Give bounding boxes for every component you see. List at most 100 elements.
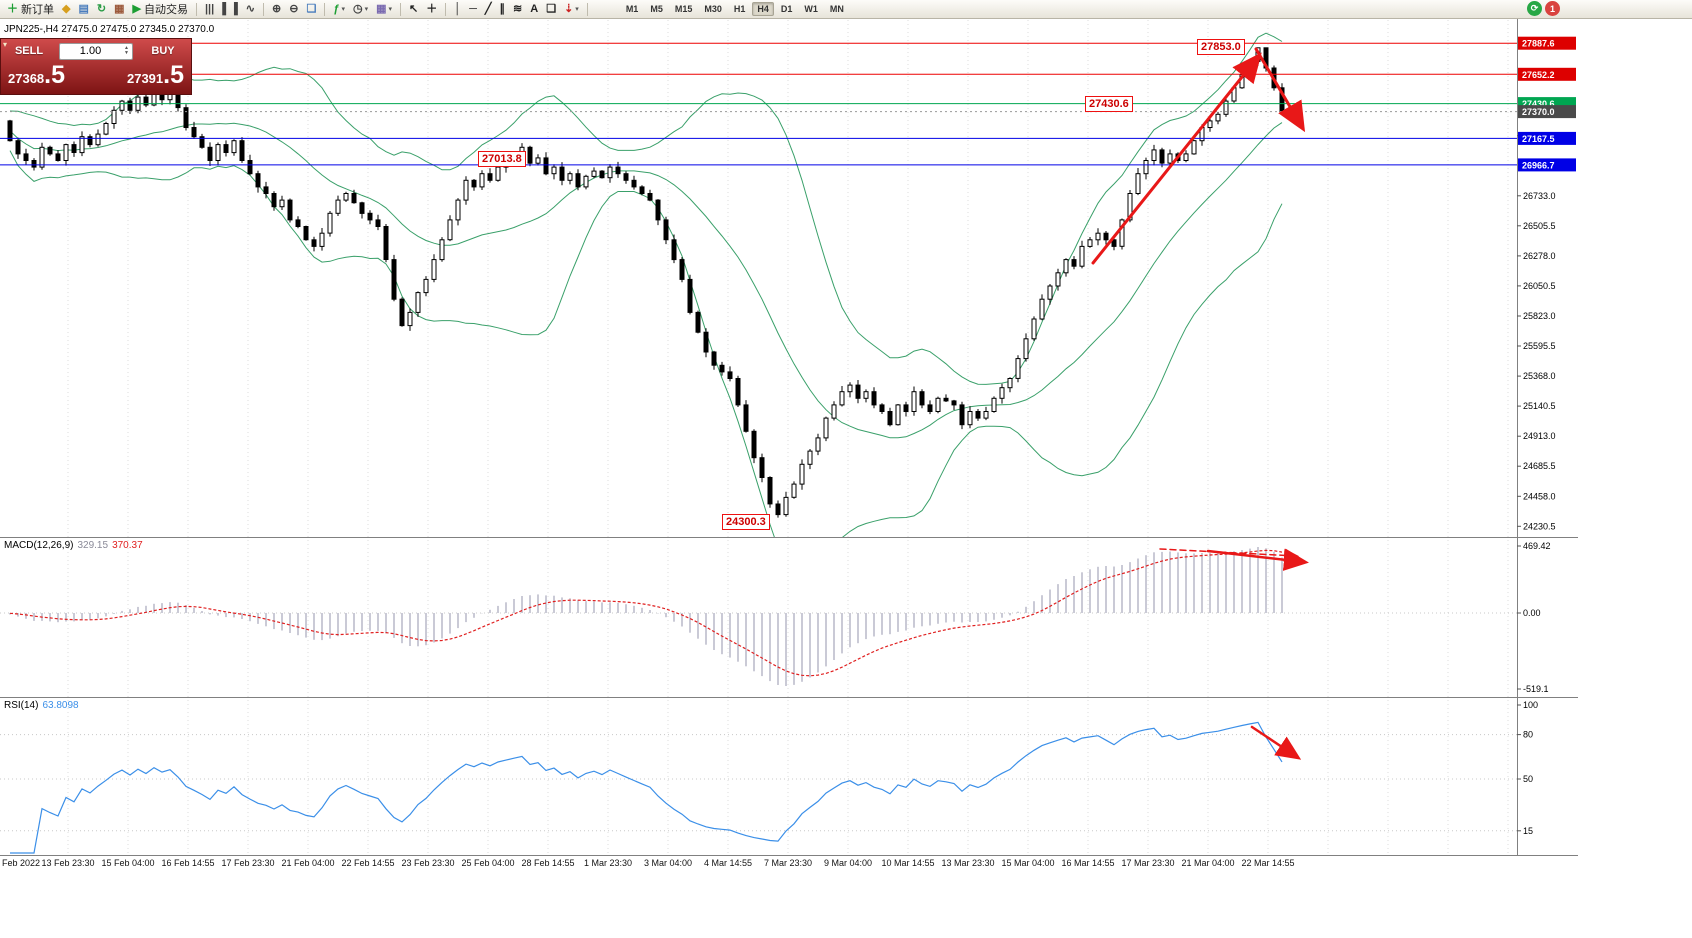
panel-separators bbox=[0, 19, 1578, 856]
arrows-icon[interactable]: ⇣ ▾ bbox=[561, 1, 582, 17]
svg-text:15: 15 bbox=[1523, 826, 1533, 836]
periods-icon[interactable]: ◷ ▾ bbox=[350, 1, 371, 17]
svg-text:24230.5: 24230.5 bbox=[1523, 521, 1556, 531]
toolbar: ＋新订单 ◆ ▤ ↻ ▦ ▶ 自动交易 ||| ▌▐ ∿ ⊕ ⊖ ❏ ƒ ▾ ◷ ▾ ▦ ▾ ↖ ＋ │ ─ ╱ ∥ ≋ A ❑ ⇣ ▾ M… bbox=[0, 0, 1692, 19]
svg-text:27430.6: 27430.6 bbox=[1522, 99, 1555, 109]
svg-text:24685.5: 24685.5 bbox=[1523, 461, 1556, 471]
candlestick-chart-icon[interactable]: ▌▐ bbox=[219, 1, 241, 17]
svg-text:27167.5: 27167.5 bbox=[1522, 134, 1555, 144]
svg-text:22 Mar 14:55: 22 Mar 14:55 bbox=[1241, 858, 1294, 868]
chevron-down-icon[interactable]: ▾ bbox=[575, 6, 579, 13]
community-status-icon[interactable]: ⟳ bbox=[1527, 1, 1542, 16]
timeframe-bar: M1 M5 M15 M30 H1 H4 D1 W1 MN bbox=[620, 2, 850, 16]
indicators-icon[interactable]: ƒ ▾ bbox=[330, 1, 348, 17]
svg-text:26050.5: 26050.5 bbox=[1523, 281, 1556, 291]
svg-text:9 Mar 04:00: 9 Mar 04:00 bbox=[824, 858, 872, 868]
timeframe-m5[interactable]: M5 bbox=[650, 4, 663, 14]
vertical-line-icon[interactable]: │ bbox=[451, 1, 464, 17]
rsi-label: RSI(14) 63.8098 bbox=[4, 700, 79, 711]
timeframe-h4[interactable]: H4 bbox=[752, 2, 774, 16]
chevron-down-icon[interactable]: ▾ bbox=[341, 6, 345, 13]
notifications-icon[interactable]: 1 bbox=[1545, 1, 1560, 16]
price-annotation[interactable]: 27853.0 bbox=[1197, 39, 1245, 55]
volume-input[interactable]: 1.00 ▲ ▼ bbox=[59, 42, 133, 60]
channel-icon: ∥ bbox=[499, 3, 506, 15]
svg-text:13 Feb 23:30: 13 Feb 23:30 bbox=[41, 858, 94, 868]
volume-value[interactable]: 1.00 bbox=[79, 45, 102, 57]
price-annotation[interactable]: 27430.6 bbox=[1085, 96, 1133, 112]
svg-text:22 Feb 14:55: 22 Feb 14:55 bbox=[341, 858, 394, 868]
candlestick-chart-icon: ▌▐ bbox=[222, 3, 238, 15]
tile-windows-icon: ❏ bbox=[306, 3, 317, 15]
channel-icon[interactable]: ∥ bbox=[497, 1, 509, 17]
cursor-icon: ↖ bbox=[409, 3, 419, 15]
horizontal-line-icon[interactable]: ─ bbox=[466, 1, 480, 17]
label-icon[interactable]: ❑ bbox=[543, 1, 559, 17]
toolbar-separator bbox=[586, 2, 588, 16]
horizontal-line-icon: ─ bbox=[469, 3, 477, 15]
rsi-levels bbox=[0, 734, 1517, 832]
svg-text:27652.2: 27652.2 bbox=[1522, 70, 1555, 80]
timeframe-m1[interactable]: M1 bbox=[625, 4, 639, 14]
price-axis[interactable]: 27188.026733.026505.526278.026050.525823… bbox=[1517, 36, 1576, 836]
bar-chart-icon: ||| bbox=[204, 3, 215, 15]
buy-price[interactable]: 27391.5 bbox=[127, 63, 184, 88]
annotation-arrows[interactable] bbox=[1091, 47, 1309, 760]
line-chart-icon[interactable]: ∿ bbox=[243, 1, 258, 17]
zoom-in-icon[interactable]: ⊕ bbox=[269, 1, 284, 17]
timeframe-m30[interactable]: M30 bbox=[704, 4, 722, 14]
svg-text:28 Feb 14:55: 28 Feb 14:55 bbox=[521, 858, 574, 868]
crosshair-icon: ＋ bbox=[426, 3, 438, 15]
chevron-down-icon[interactable]: ▾ bbox=[388, 6, 393, 13]
svg-text:26278.0: 26278.0 bbox=[1523, 251, 1556, 261]
crosshair-icon[interactable]: ＋ bbox=[423, 1, 440, 17]
text-icon[interactable]: A bbox=[527, 1, 541, 17]
indicators-icon: ƒ bbox=[333, 3, 340, 15]
one-click-trading-panel: ▾ SELL 1.00 ▲ ▼ BUY 27368.5 27391.5 bbox=[0, 38, 192, 95]
timeframe-m15[interactable]: M15 bbox=[674, 4, 693, 14]
vertical-line-icon: │ bbox=[454, 3, 462, 15]
spin-down-icon[interactable]: ▼ bbox=[124, 50, 129, 56]
svg-text:0.00: 0.00 bbox=[1523, 608, 1541, 618]
svg-text:26505.5: 26505.5 bbox=[1523, 221, 1556, 231]
terminal-icon[interactable]: ▦ bbox=[111, 1, 127, 17]
timeframe-w1[interactable]: W1 bbox=[804, 4, 818, 14]
autotrading-button[interactable]: ▶ 自动交易 bbox=[130, 1, 191, 17]
terminal-icon: ▦ bbox=[114, 3, 125, 15]
svg-text:15 Feb 04:00: 15 Feb 04:00 bbox=[101, 858, 154, 868]
refresh-icon[interactable]: ↻ bbox=[94, 1, 109, 17]
timeframe-d1[interactable]: D1 bbox=[780, 4, 793, 14]
market-watch-icon[interactable]: ◆ bbox=[59, 1, 73, 17]
cursor-icon[interactable]: ↖ bbox=[406, 1, 421, 17]
price-annotation[interactable]: 27013.8 bbox=[478, 151, 526, 167]
svg-text:7 Mar 23:30: 7 Mar 23:30 bbox=[764, 858, 812, 868]
sell-price[interactable]: 27368.5 bbox=[8, 63, 65, 88]
fibonacci-icon[interactable]: ≋ bbox=[510, 1, 525, 17]
one-click-collapse-arrow[interactable]: ▾ bbox=[3, 40, 8, 49]
data-window-icon[interactable]: ▤ bbox=[75, 1, 91, 17]
chevron-down-icon[interactable]: ▾ bbox=[364, 6, 369, 13]
horizontal-lines[interactable] bbox=[0, 42, 1517, 166]
spin-up-icon[interactable]: ▲ bbox=[124, 45, 129, 51]
rsi-value: 63.8098 bbox=[42, 700, 79, 711]
new-order-button[interactable]: ＋新订单 bbox=[4, 1, 57, 17]
trend-arrow bbox=[1250, 725, 1302, 760]
macd-label: MACD(12,26,9) 329.15 370.37 bbox=[4, 540, 143, 551]
tile-windows-icon[interactable]: ❏ bbox=[303, 1, 319, 17]
sell-button[interactable]: SELL bbox=[14, 45, 44, 57]
templates-icon[interactable]: ▦ ▾ bbox=[373, 1, 395, 17]
trendline-icon[interactable]: ╱ bbox=[482, 1, 495, 17]
macd-name: MACD(12,26,9) bbox=[4, 540, 74, 551]
price-annotation[interactable]: 24300.3 bbox=[722, 514, 770, 530]
timeframe-mn[interactable]: MN bbox=[829, 4, 844, 14]
fibonacci-icon: ≋ bbox=[513, 3, 523, 15]
volume-spinner[interactable]: ▲ ▼ bbox=[121, 46, 132, 56]
timeframe-h1[interactable]: H1 bbox=[733, 4, 746, 14]
svg-text:25 Feb 04:00: 25 Feb 04:00 bbox=[461, 858, 514, 868]
buy-button[interactable]: BUY bbox=[151, 45, 175, 57]
bar-chart-icon[interactable]: ||| bbox=[202, 1, 217, 17]
zoom-out-icon[interactable]: ⊖ bbox=[286, 1, 301, 17]
time-axis[interactable]: Feb 2022 13 Feb 23:30 15 Feb 04:00 16 Feb 1… bbox=[2, 858, 1295, 868]
